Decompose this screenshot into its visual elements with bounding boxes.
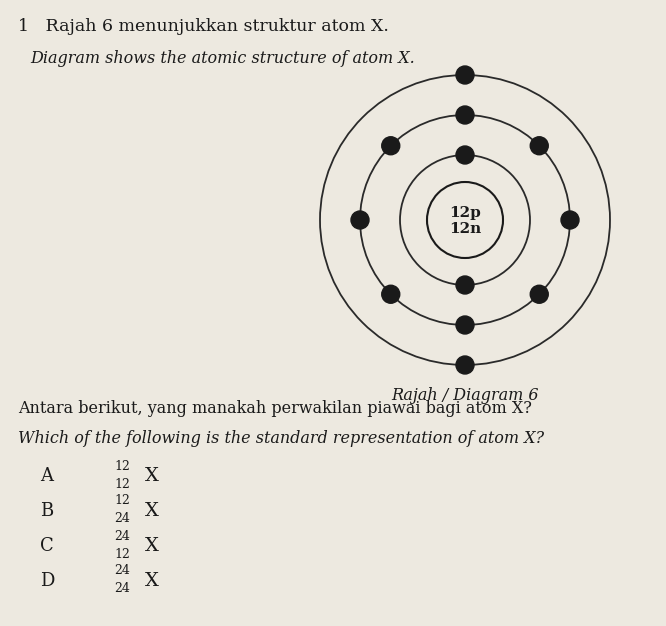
Text: Which of the following is the standard representation of atom X?: Which of the following is the standard r… — [18, 430, 544, 447]
Circle shape — [530, 136, 548, 155]
Text: 24: 24 — [114, 583, 130, 595]
Text: 12: 12 — [114, 478, 130, 491]
Text: 12p: 12p — [449, 206, 481, 220]
Circle shape — [427, 182, 503, 258]
Text: 24: 24 — [114, 513, 130, 525]
Text: D: D — [40, 572, 55, 590]
Circle shape — [561, 211, 579, 229]
Circle shape — [456, 146, 474, 164]
Text: X: X — [145, 467, 159, 485]
Circle shape — [351, 211, 369, 229]
Circle shape — [456, 106, 474, 124]
Text: C: C — [40, 537, 54, 555]
Text: B: B — [40, 502, 53, 520]
Text: A: A — [40, 467, 53, 485]
Text: X: X — [145, 502, 159, 520]
Text: 24: 24 — [114, 565, 130, 578]
Text: 24: 24 — [114, 530, 130, 543]
Circle shape — [456, 276, 474, 294]
Circle shape — [382, 285, 400, 303]
Text: 12: 12 — [114, 495, 130, 508]
Text: Diagram shows the atomic structure of atom X.: Diagram shows the atomic structure of at… — [30, 50, 415, 67]
Text: X: X — [145, 537, 159, 555]
Text: Rajah / Diagram 6: Rajah / Diagram 6 — [391, 387, 539, 404]
Text: Antara berikut, yang manakah perwakilan piawai bagi atom X?: Antara berikut, yang manakah perwakilan … — [18, 400, 532, 417]
Circle shape — [456, 356, 474, 374]
Text: 12: 12 — [114, 459, 130, 473]
Circle shape — [530, 285, 548, 303]
Text: 1   Rajah 6 menunjukkan struktur atom X.: 1 Rajah 6 menunjukkan struktur atom X. — [18, 18, 389, 35]
Circle shape — [382, 136, 400, 155]
Text: 12n: 12n — [449, 222, 481, 236]
Circle shape — [456, 66, 474, 84]
Text: 12: 12 — [114, 548, 130, 560]
Text: X: X — [145, 572, 159, 590]
Circle shape — [456, 316, 474, 334]
